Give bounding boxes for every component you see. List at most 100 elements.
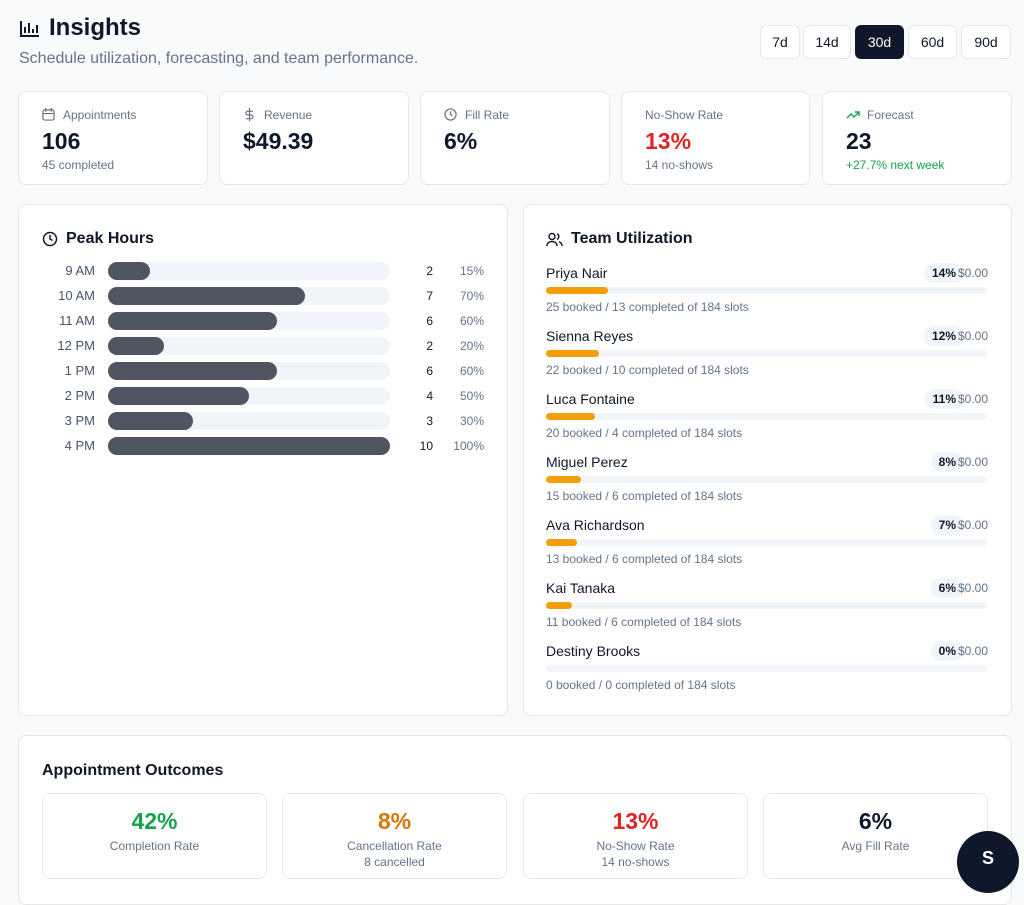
outcome-value: 13%: [612, 808, 659, 834]
hour-label: 11 AM: [59, 313, 95, 328]
kpi-value: $49.39: [243, 128, 314, 154]
kpi-value: 23: [846, 128, 872, 154]
utilization-track: [546, 539, 987, 546]
page-title: Insights: [49, 14, 142, 41]
member-detail: 15 booked / 6 completed of 184 slots: [546, 489, 743, 503]
utilization-badge: 14%: [923, 263, 964, 283]
kpi-value: 6%: [444, 128, 478, 154]
member-name: Luca Fontaine: [546, 391, 635, 407]
kpi-label: Appointments: [63, 108, 137, 122]
member-detail: 0 booked / 0 completed of 184 slots: [546, 678, 736, 692]
range-button[interactable]: 60d: [908, 25, 957, 59]
hour-count: 10: [419, 439, 433, 453]
hour-percent: 15%: [459, 264, 484, 278]
team-utilization-panel: Team Utilization Priya Nair 14% $0.00 25 bo…: [523, 204, 1012, 716]
hour-percent: 50%: [459, 389, 484, 403]
utilization-track: [546, 602, 987, 609]
bar-track: [108, 337, 390, 355]
calendar-icon: [42, 108, 55, 121]
range-button[interactable]: 7d: [760, 25, 800, 59]
clock-icon: [444, 108, 457, 121]
bar-track: [108, 262, 390, 280]
utilization-bar: [546, 350, 599, 357]
utilization-badge: 6%: [930, 578, 964, 598]
hour-count: 7: [426, 289, 433, 303]
outcome-value: 6%: [858, 808, 893, 834]
kpi-card: Appointments 106 45 completed: [18, 91, 208, 185]
hour-percent: 60%: [459, 364, 484, 378]
bar-track: [108, 437, 390, 455]
utilization-track: [546, 287, 987, 294]
member-name: Ava Richardson: [546, 517, 645, 533]
hour-percent: 30%: [459, 414, 484, 428]
utilization-bar: [546, 413, 595, 420]
kpi-label: Revenue: [264, 108, 313, 122]
hour-label: 3 PM: [64, 413, 95, 428]
bar: [108, 387, 249, 405]
member-revenue: $0.00: [957, 518, 988, 532]
range-button[interactable]: 14d: [803, 25, 851, 59]
bar-track: [108, 412, 390, 430]
hour-count: 2: [426, 339, 433, 353]
utilization-track: [546, 476, 987, 483]
bar: [108, 312, 278, 330]
kpi-label: Fill Rate: [465, 108, 510, 122]
outcome-label: Avg Fill Rate: [841, 839, 910, 853]
utilization-badge: 11%: [924, 389, 964, 409]
outcome-label: Completion Rate: [109, 839, 200, 853]
hour-count: 3: [426, 414, 433, 428]
utilization-badge: 8%: [930, 452, 964, 472]
outcome-card: 8% Cancellation Rate 8 cancelled: [282, 793, 507, 879]
kpi-card: Revenue $49.39: [219, 91, 409, 185]
member-revenue: $0.00: [957, 266, 988, 280]
kpi-card: No-Show Rate 13% 14 no-shows: [621, 91, 810, 185]
utilization-bar: [546, 539, 577, 546]
member-detail: 22 booked / 10 completed of 184 slots: [546, 363, 749, 377]
bar: [108, 362, 278, 380]
kpi-card: Forecast 23 +27.7% next week: [822, 91, 1012, 185]
hour-percent: 60%: [459, 314, 484, 328]
peak-hours-panel: Peak Hours 9 AM 2 15% 10 AM 7 70% 11 AM 6 60% 12 …: [18, 204, 508, 716]
utilization-bar: [546, 287, 608, 294]
kpi-card: Fill Rate 6%: [420, 91, 610, 185]
bar: [108, 412, 193, 430]
bar-track: [108, 287, 390, 305]
outcome-note: 8 cancelled: [364, 855, 425, 869]
utilization-bar: [546, 602, 573, 609]
panel-title-text: Peak Hours: [66, 230, 155, 247]
member-detail: 11 booked / 6 completed of 184 slots: [546, 615, 742, 629]
avatar-button[interactable]: S: [957, 831, 1019, 893]
range-button[interactable]: 90d: [961, 25, 1011, 59]
outcome-value: 8%: [377, 808, 412, 834]
outcome-note: 14 no-shows: [601, 855, 670, 869]
bar: [108, 287, 306, 305]
utilization-track: [546, 413, 987, 420]
kpi-note: 45 completed: [42, 158, 115, 172]
kpi-value: 106: [42, 128, 81, 154]
clock-icon: [42, 231, 58, 247]
outcome-value: 42%: [131, 808, 178, 834]
hour-label: 2 PM: [64, 388, 95, 403]
panel-title-text: Team Utilization: [571, 230, 693, 247]
insights-page: Insights Schedule utilization, forecasti…: [18, 14, 1019, 905]
utilization-badge: 7%: [930, 515, 964, 535]
dollar-icon: [245, 108, 254, 121]
outcome-card: 6% Avg Fill Rate: [763, 793, 988, 879]
hour-percent: 70%: [459, 289, 484, 303]
member-name: Sienna Reyes: [546, 328, 634, 344]
bar-track: [108, 362, 390, 380]
member-detail: 25 booked / 13 completed of 184 slots: [546, 300, 749, 314]
panel-title: Appointment Outcomes: [42, 762, 224, 779]
member-revenue: $0.00: [957, 329, 988, 343]
kpi-note: +27.7% next week: [846, 158, 945, 172]
range-button[interactable]: 30d: [855, 25, 904, 59]
users-icon: [546, 232, 563, 246]
panel-title: Team Utilization: [546, 230, 693, 248]
outcomes-panel: Appointment Outcomes 42% Completion Rate 8…: [18, 735, 1012, 905]
member-detail: 13 booked / 6 completed of 184 slots: [546, 552, 743, 566]
member-revenue: $0.00: [957, 581, 988, 595]
outcome-label: Cancellation Rate: [347, 839, 442, 853]
member-detail: 20 booked / 4 completed of 184 slots: [546, 426, 743, 440]
hour-count: 2: [426, 264, 433, 278]
chart-icon: [20, 21, 39, 37]
